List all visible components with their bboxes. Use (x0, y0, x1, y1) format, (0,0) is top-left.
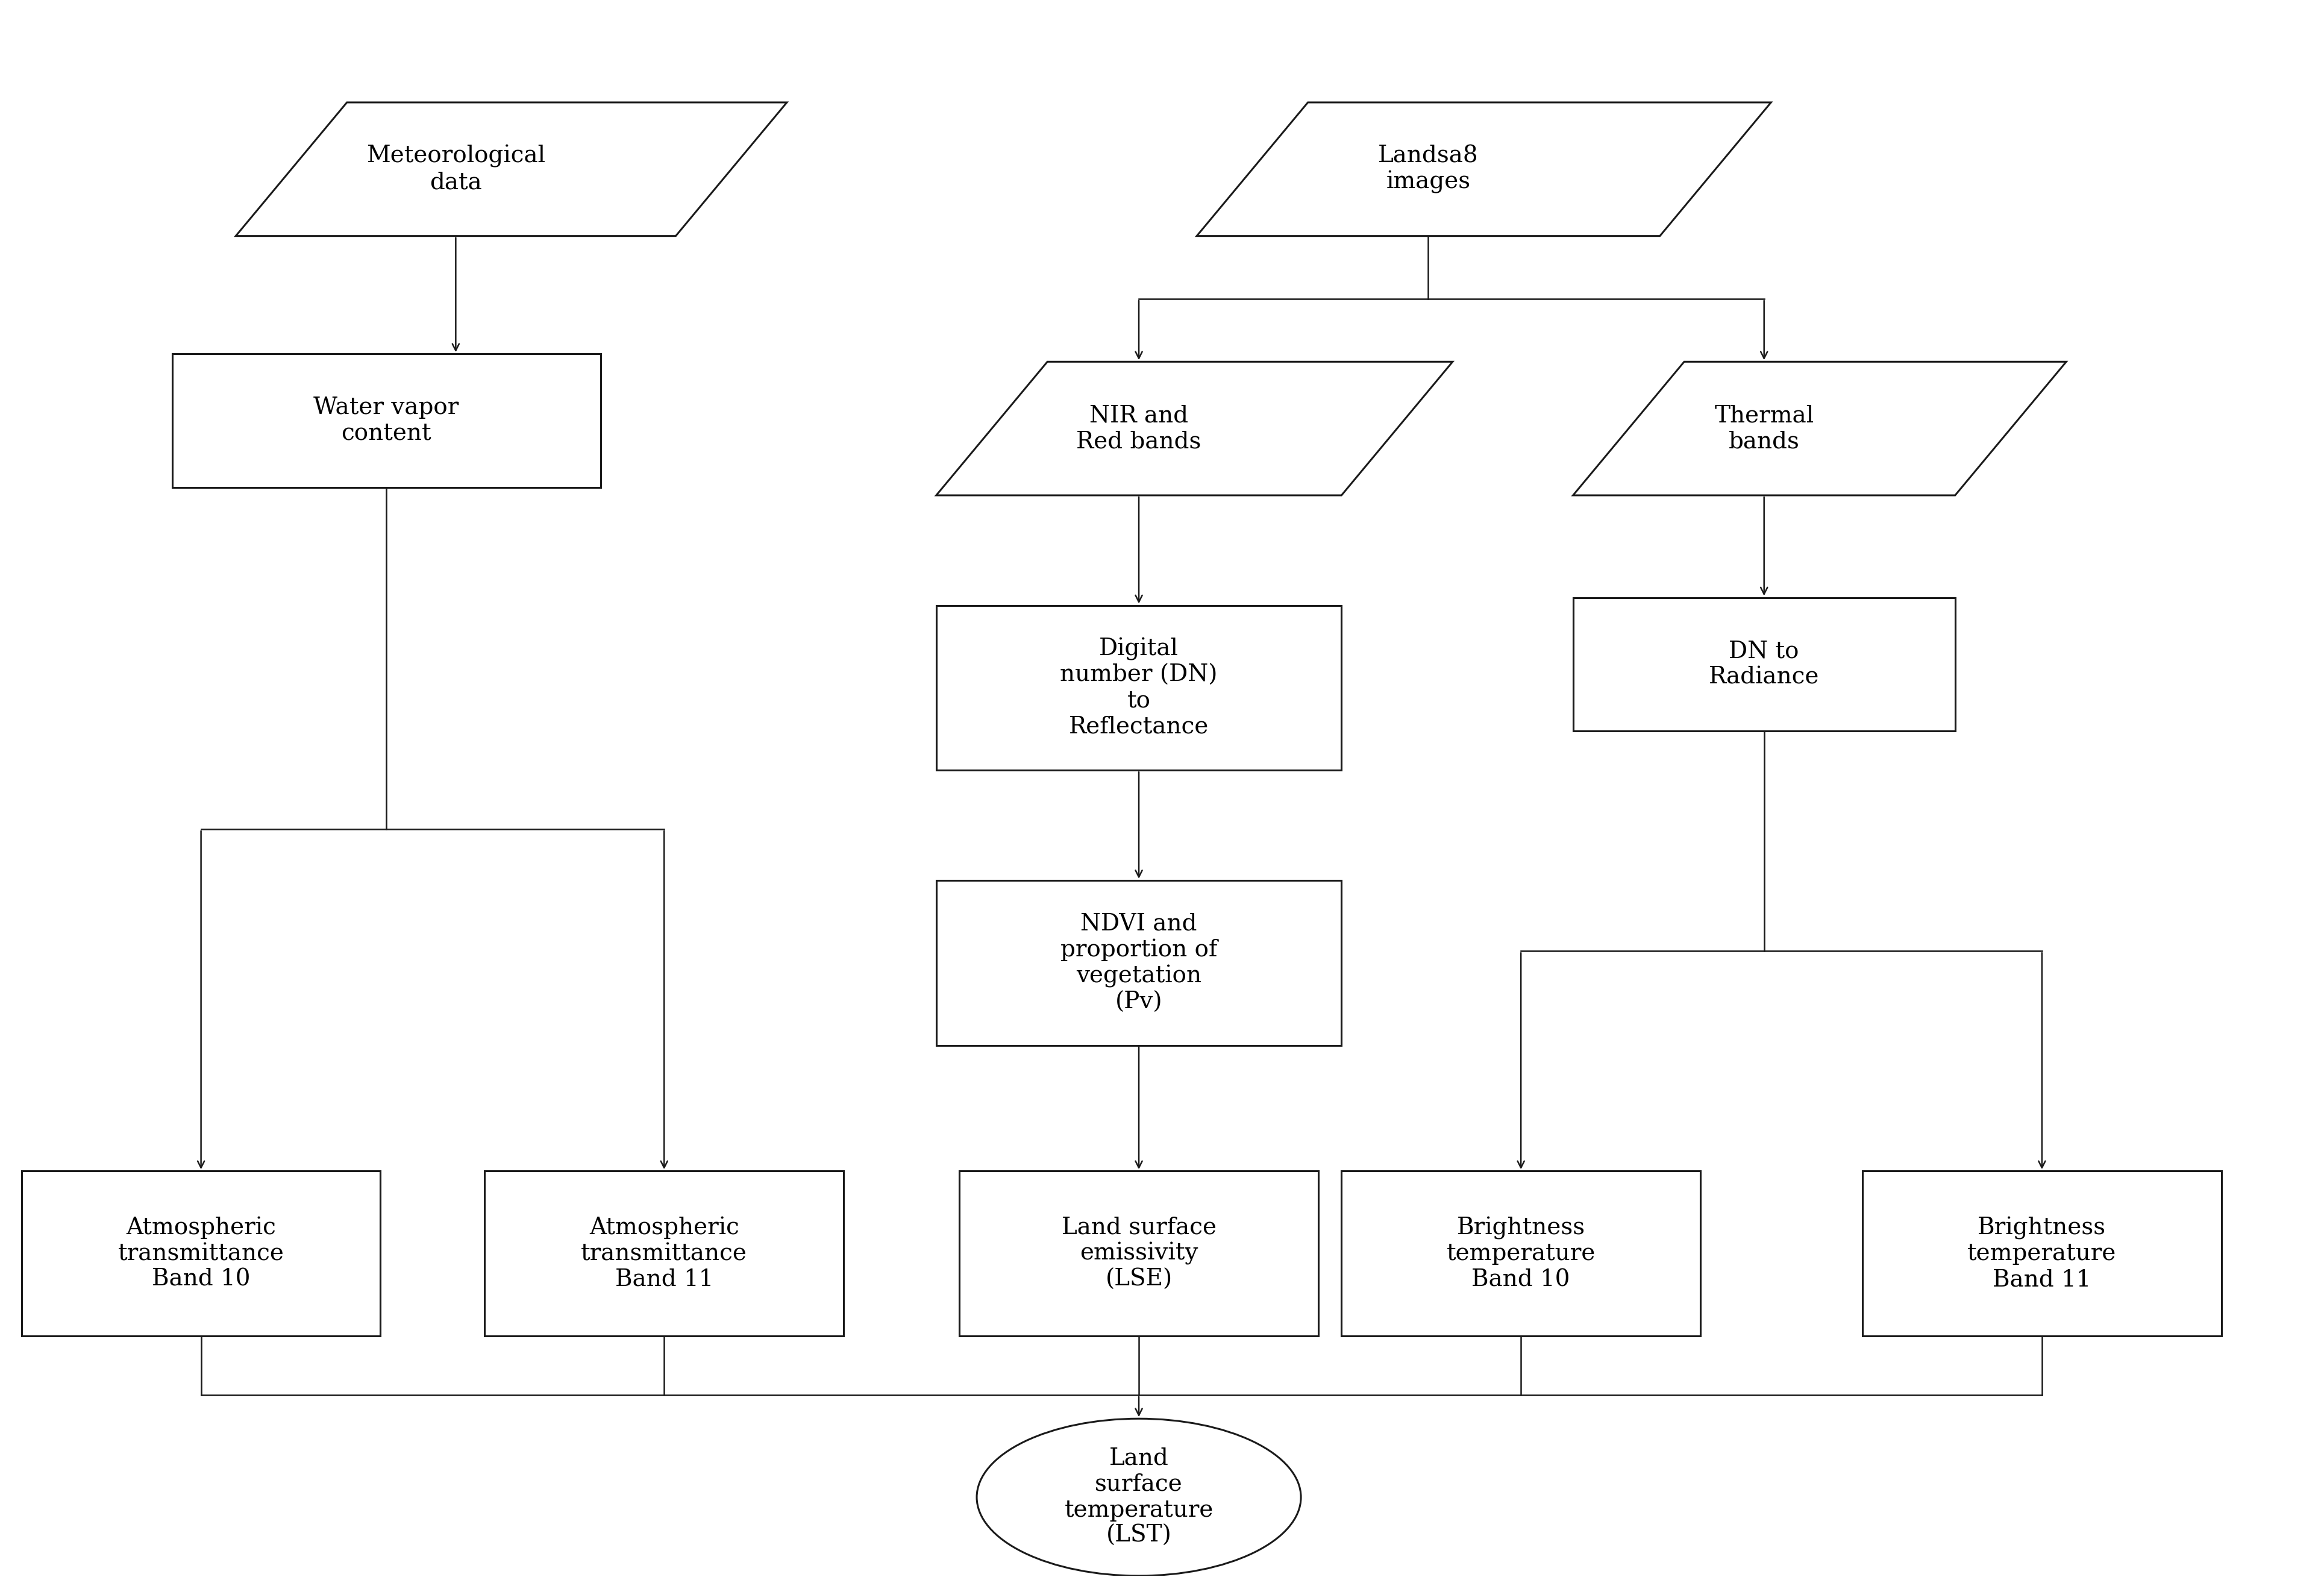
Text: Water vapor
content: Water vapor content (314, 397, 458, 444)
Bar (1862, 1171, 2222, 1337)
Ellipse shape (976, 1419, 1301, 1575)
Text: Atmospheric
transmittance
Band 11: Atmospheric transmittance Band 11 (581, 1217, 748, 1291)
Text: NDVI and
proportion of
vegetation
(Pv): NDVI and proportion of vegetation (Pv) (1060, 913, 1218, 1013)
Text: Brightness
temperature
Band 11: Brightness temperature Band 11 (1968, 1217, 2117, 1291)
Text: Meteorological
data: Meteorological data (367, 145, 546, 194)
Text: Atmospheric
transmittance
Band 10: Atmospheric transmittance Band 10 (119, 1217, 284, 1291)
Bar (937, 880, 1341, 1046)
Text: Land
surface
temperature
(LST): Land surface temperature (LST) (1064, 1447, 1213, 1547)
Text: Landsa8
images: Landsa8 images (1378, 145, 1478, 194)
Text: NIR and
Red bands: NIR and Red bands (1076, 404, 1202, 452)
Bar (937, 605, 1341, 771)
Bar (21, 1171, 381, 1337)
Polygon shape (937, 362, 1452, 495)
Text: DN to
Radiance: DN to Radiance (1708, 640, 1820, 689)
Bar (486, 1171, 844, 1337)
Text: Brightness
temperature
Band 10: Brightness temperature Band 10 (1446, 1217, 1597, 1291)
Text: Land surface
emissivity
(LSE): Land surface emissivity (LSE) (1062, 1217, 1215, 1291)
Bar (172, 354, 600, 488)
Polygon shape (1573, 362, 2066, 495)
Text: Digital
number (DN)
to
Reflectance: Digital number (DN) to Reflectance (1060, 638, 1218, 738)
Bar (1573, 597, 1954, 732)
Polygon shape (1197, 103, 1771, 235)
Text: Thermal
bands: Thermal bands (1715, 404, 1813, 452)
Bar (960, 1171, 1318, 1337)
Polygon shape (235, 103, 788, 235)
Bar (1341, 1171, 1701, 1337)
